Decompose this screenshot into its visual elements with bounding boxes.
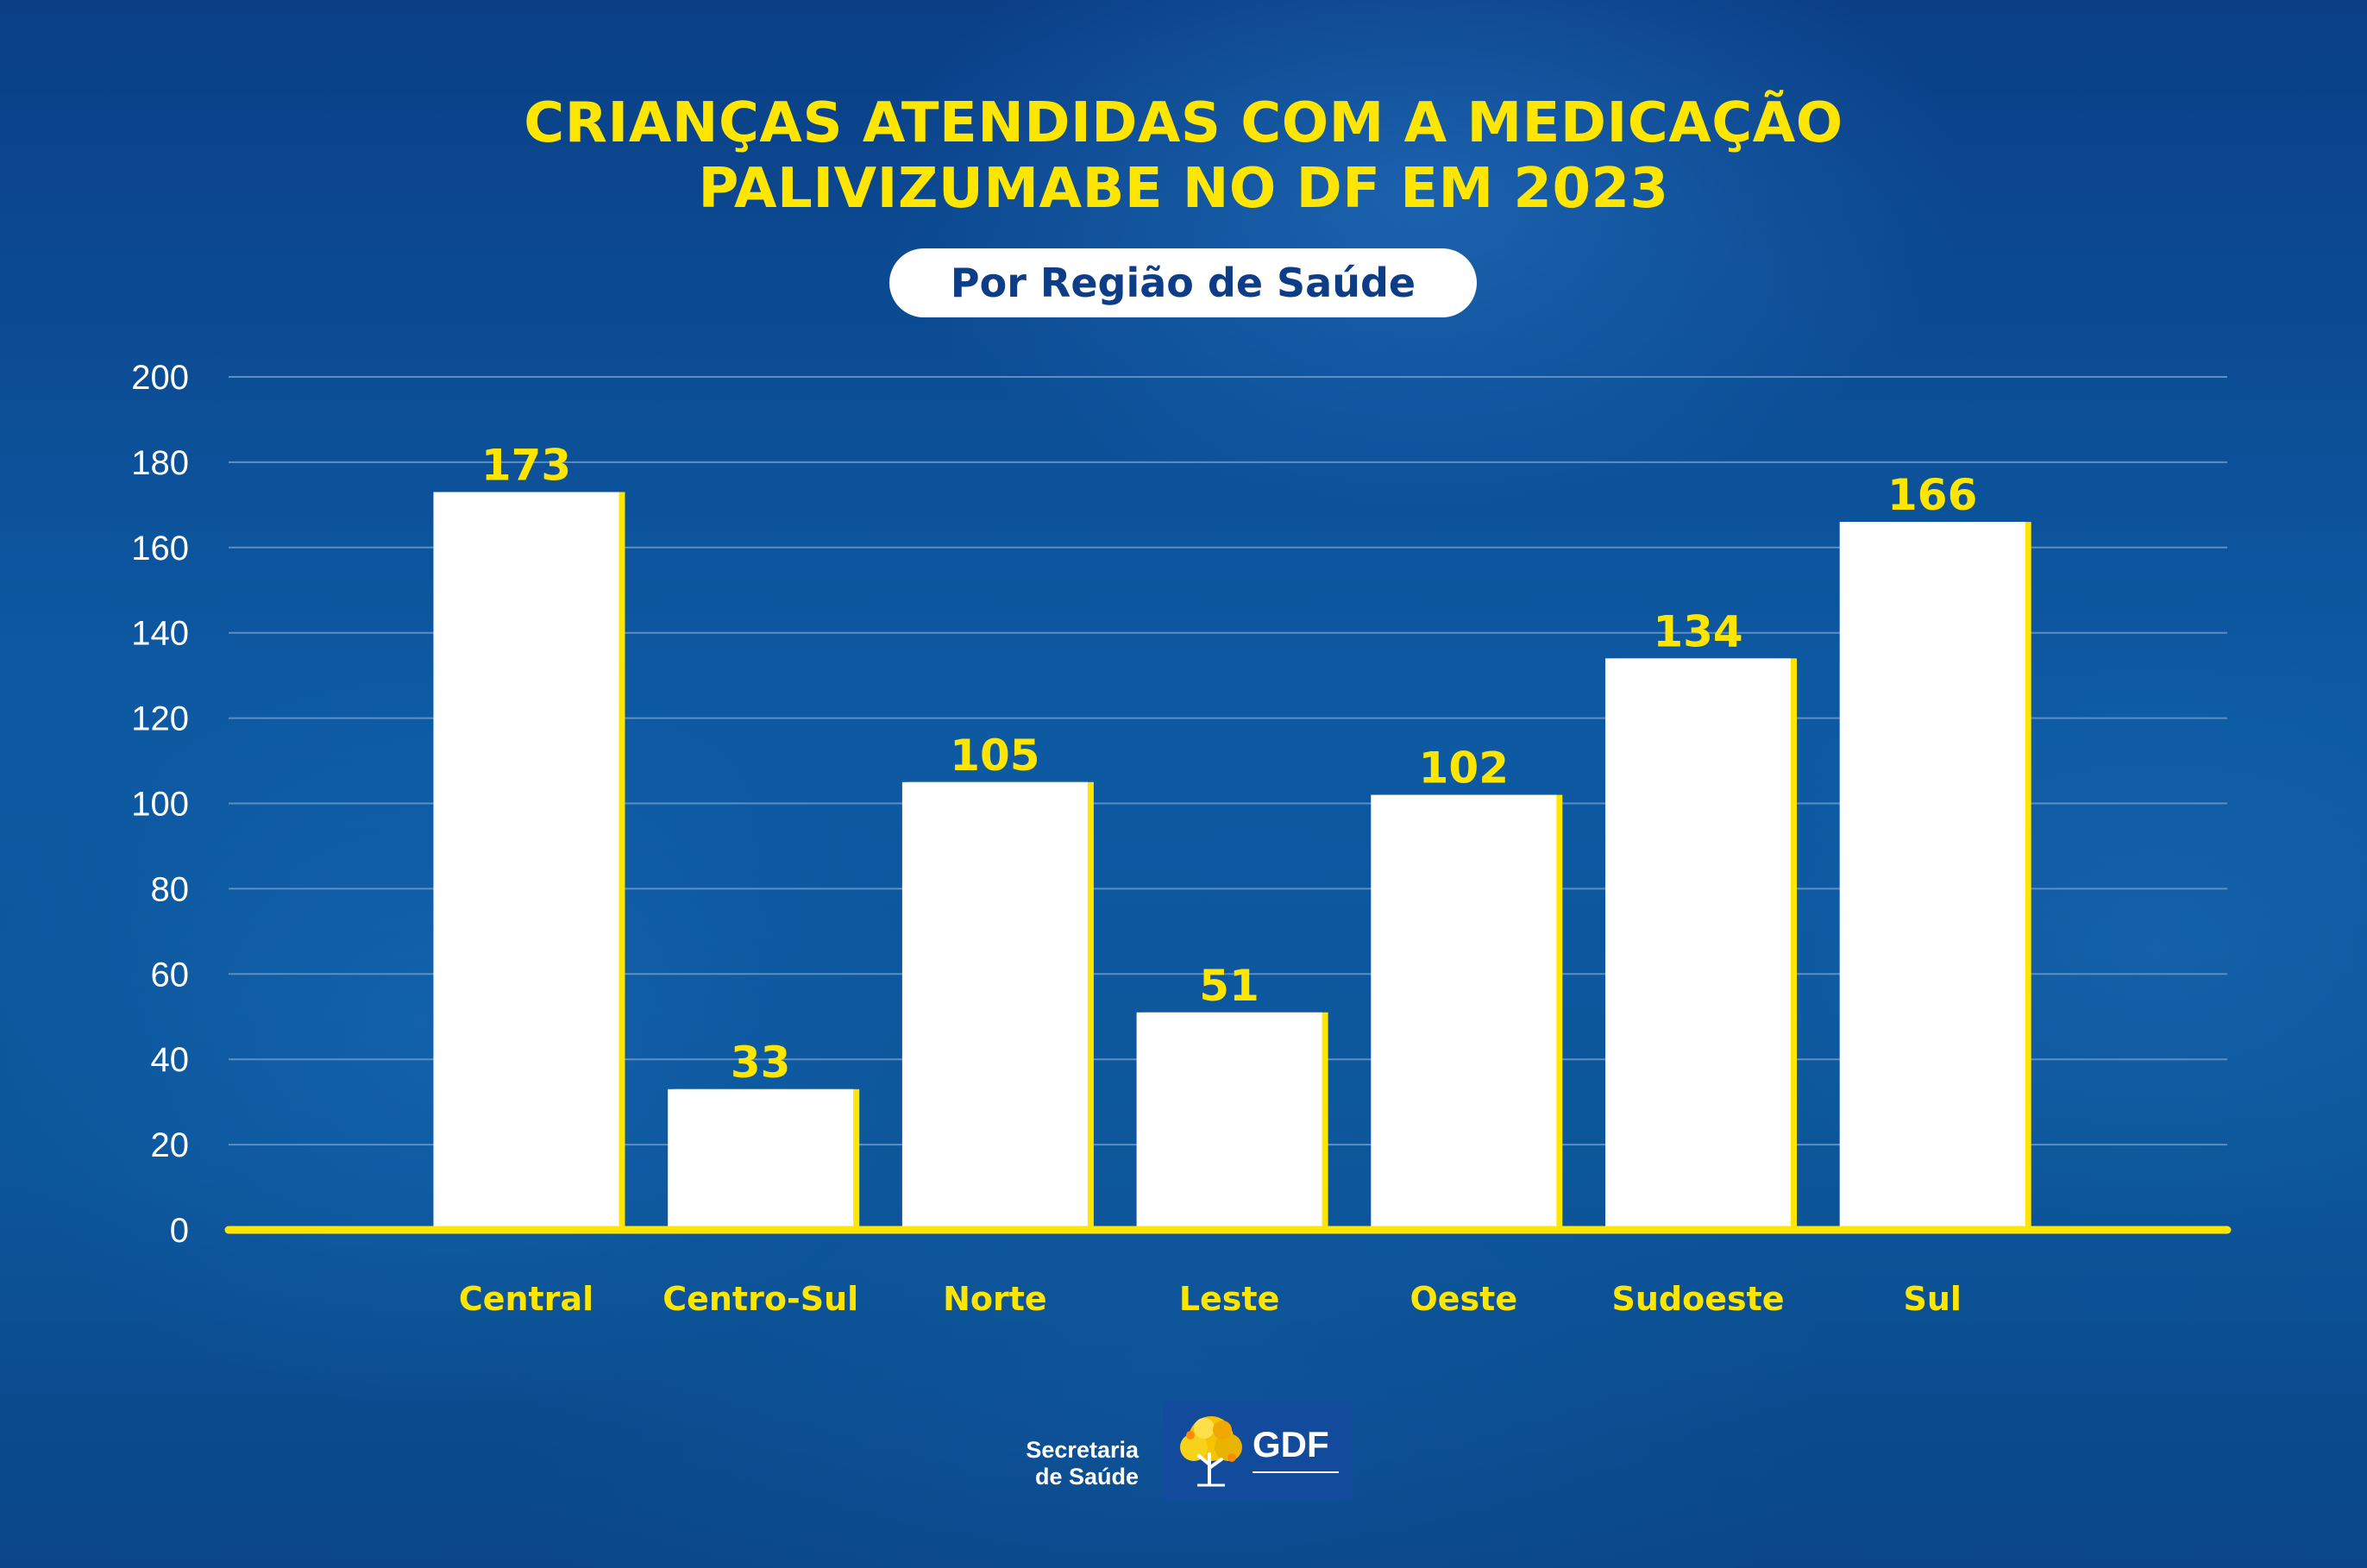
bar-oeste	[1371, 794, 1557, 1230]
data-label: 173	[481, 441, 571, 491]
y-tick-label: 80	[151, 870, 190, 908]
chart-title-line-2: PALIVIZUMABE NO DF EM 2023	[698, 157, 1669, 221]
y-axis-ticks: 0 20 40 60 80 100 120 140 160 180 200	[131, 359, 189, 1250]
bar-centro-sul	[668, 1088, 854, 1230]
x-axis-label: Centro-Sul	[662, 1280, 858, 1318]
x-axis-label: Norte	[943, 1280, 1047, 1318]
y-tick-label: 160	[131, 530, 189, 568]
secretaria-de-saude-logo-text: Secretaria de Saúde	[983, 1437, 1139, 1490]
data-label: 102	[1419, 743, 1509, 793]
x-axis-label: Leste	[1179, 1280, 1280, 1318]
data-label: 33	[731, 1038, 791, 1088]
data-label: 105	[950, 731, 1039, 781]
x-axis-label: Sul	[1903, 1280, 1961, 1318]
bar	[668, 1088, 860, 1230]
logo-line-2: de Saúde	[1034, 1464, 1139, 1490]
bar-leste	[1136, 1012, 1322, 1230]
data-label: 51	[1199, 961, 1259, 1011]
chart-subtitle: Por Região de Saúde	[889, 248, 1477, 317]
bar-sul	[1839, 522, 2025, 1230]
bar	[1605, 658, 1797, 1230]
y-tick-label: 100	[131, 786, 189, 824]
y-tick-label: 60	[151, 956, 190, 994]
chart-title-line-1: CRIANÇAS ATENDIDAS COM A MEDICAÇÃO	[524, 91, 1843, 155]
y-tick-label: 140	[131, 615, 189, 653]
y-tick-label: 180	[131, 444, 189, 482]
data-label: 166	[1887, 470, 1977, 520]
y-tick-label: 40	[151, 1041, 190, 1079]
gdf-logo: GDF	[1163, 1401, 1353, 1501]
gdf-wordmark: GDF	[1253, 1424, 1329, 1465]
bar	[901, 781, 1094, 1230]
y-tick-label: 20	[151, 1126, 190, 1164]
logo-line-1: Secretaria	[1026, 1437, 1139, 1463]
x-axis-label: Oeste	[1410, 1280, 1517, 1318]
bar	[433, 492, 625, 1230]
x-axis-labels: Central Centro-Sul Norte Leste Oeste Sudoeste…	[459, 1280, 1962, 1318]
y-tick-label: 200	[131, 359, 189, 397]
bar	[1371, 794, 1563, 1230]
data-label: 134	[1653, 606, 1742, 656]
bar-norte	[901, 781, 1088, 1230]
bar-central	[433, 492, 619, 1230]
chart-title: CRIANÇAS ATENDIDAS COM A MEDICAÇÃO PALIV…	[0, 91, 2367, 222]
data-labels: 173 33 105 51 102 134 166	[481, 441, 1978, 1088]
bar-sudoeste	[1605, 658, 1791, 1230]
ipe-tree-icon	[1180, 1416, 1242, 1487]
bars	[433, 492, 2031, 1230]
bar	[1136, 1012, 1328, 1230]
y-tick-label: 120	[131, 700, 189, 738]
gdf-underline	[1253, 1471, 1339, 1473]
x-axis-label: Sudoeste	[1611, 1280, 1784, 1318]
y-tick-label: 0	[170, 1212, 189, 1250]
x-axis-label: Central	[459, 1280, 593, 1318]
bar	[1839, 522, 2031, 1230]
